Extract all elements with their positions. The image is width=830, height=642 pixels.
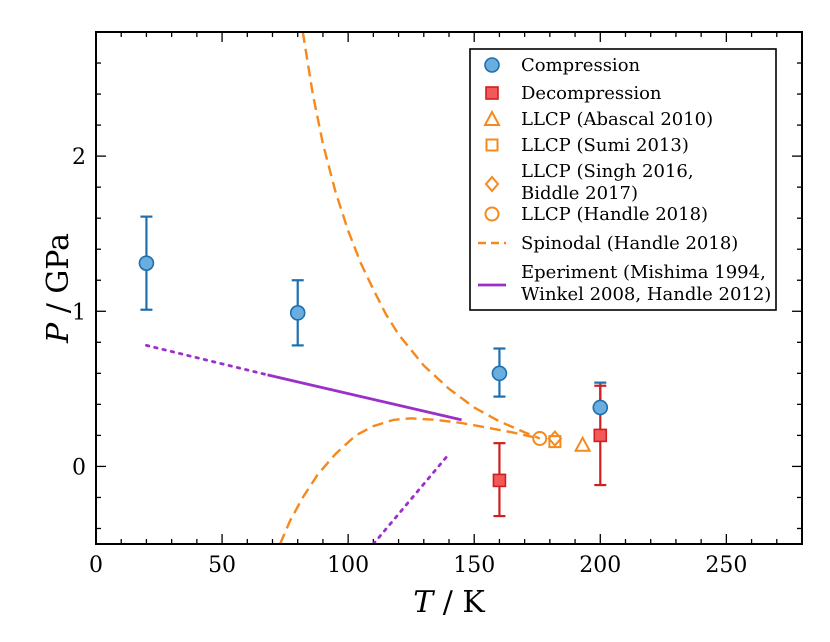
legend: Compression Decompression LLCP (Abascal 20… [469, 48, 777, 311]
x-axis-label: T / K [413, 585, 485, 620]
legend-label: LLCP (Sumi 2013) [521, 135, 689, 156]
data-point-square [492, 473, 507, 488]
y-tick-label: 1 [72, 300, 86, 325]
spinodal-upper-curve [301, 32, 541, 440]
legend-label: Spinodal (Handle 2018) [521, 233, 738, 254]
data-point-diamond-open [547, 429, 563, 448]
legend-label-line2: Winkel 2008, Handle 2012) [521, 284, 771, 305]
x-tick-label: 100 [327, 553, 369, 578]
legend-label: Decompression [521, 83, 662, 104]
legend-label-line2: Biddle 2017) [521, 183, 638, 204]
points-layer [138, 215, 609, 518]
x-tick-label: 50 [208, 553, 236, 578]
data-point-circle [491, 365, 508, 382]
experiment-solid-line [267, 373, 462, 422]
data-point-circle [138, 255, 155, 271]
data-point-circle [592, 399, 609, 416]
y-axis-label: P / GPa [41, 233, 76, 344]
data-point-square-open [548, 435, 562, 449]
legend-label: Compression [521, 55, 641, 76]
data-point-circle [289, 305, 306, 321]
legend-handle-diamond-open [484, 175, 500, 193]
y-tick-label: 0 [72, 455, 86, 480]
data-point-square [593, 428, 608, 443]
y-tick-label: 2 [72, 145, 86, 170]
data-point-triangle [573, 435, 592, 452]
tick-labels: 0 50 100 150 200 250 0 1 2 [72, 145, 747, 578]
x-tick-label: 0 [89, 553, 103, 578]
legend-label: LLCP (Singh 2016, [521, 161, 694, 182]
experiment-dotted-line [145, 344, 269, 377]
x-tick-label: 200 [579, 553, 621, 578]
legend-box [469, 48, 777, 311]
legend-handle-triangle [483, 109, 501, 126]
legend-handle-circle [484, 57, 500, 73]
data-point-circle-open [532, 430, 548, 446]
plot-frame [95, 31, 803, 545]
spinodal-lower-curve [278, 417, 541, 544]
legend-handle-square [485, 86, 499, 100]
legend-handle-square-open [485, 138, 499, 152]
curves-layer [145, 32, 541, 544]
legend-handle-circle-open [484, 206, 500, 222]
x-tick-label: 250 [705, 553, 747, 578]
x-tick-label: 150 [453, 553, 495, 578]
legend-label: Eperiment (Mishima 1994, [521, 262, 766, 283]
experiment-dotted-line [372, 452, 451, 544]
legend-label: LLCP (Handle 2018) [521, 204, 708, 225]
legend-label: LLCP (Abascal 2010) [521, 109, 713, 130]
